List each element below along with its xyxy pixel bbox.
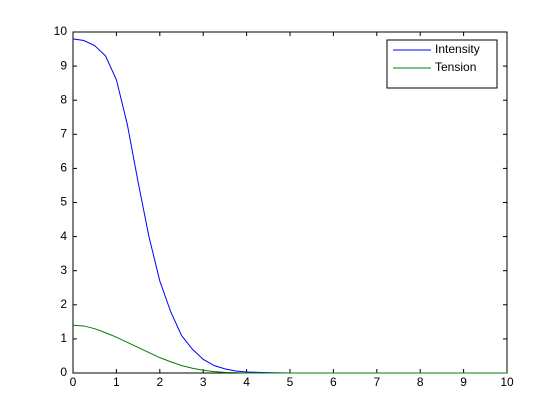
x-tick-label: 9 <box>460 375 467 389</box>
plot-area <box>72 31 508 374</box>
y-tick-label: 10 <box>54 24 68 38</box>
x-tick-label: 7 <box>373 375 380 389</box>
y-tick-label: 9 <box>60 58 67 72</box>
x-tick-label: 8 <box>417 375 424 389</box>
y-tick-label: 8 <box>60 92 67 106</box>
y-tick-label: 4 <box>60 229 67 243</box>
legend-box <box>386 39 498 89</box>
line <box>72 324 507 374</box>
y-tick-label: 5 <box>60 195 67 209</box>
legend-label: Intensity <box>435 42 480 56</box>
y-tick-label: 7 <box>60 126 67 140</box>
x-tick-label: 2 <box>156 375 163 389</box>
legend-label: Tension <box>435 60 476 74</box>
x-tick-label: 1 <box>113 375 120 389</box>
x-tick-label: 4 <box>243 375 250 389</box>
x-tick-label: 3 <box>200 375 207 389</box>
x-tick-label: 6 <box>330 375 337 389</box>
x-tick-label: 0 <box>70 375 77 389</box>
x-tick-label: 10 <box>500 375 514 389</box>
y-tick-label: 6 <box>60 161 67 175</box>
x-tick-label: 5 <box>287 375 294 389</box>
y-tick-label: 0 <box>60 365 67 379</box>
y-tick-label: 1 <box>60 331 67 345</box>
y-tick-label: 2 <box>60 297 67 311</box>
y-tick-label: 3 <box>60 263 67 277</box>
